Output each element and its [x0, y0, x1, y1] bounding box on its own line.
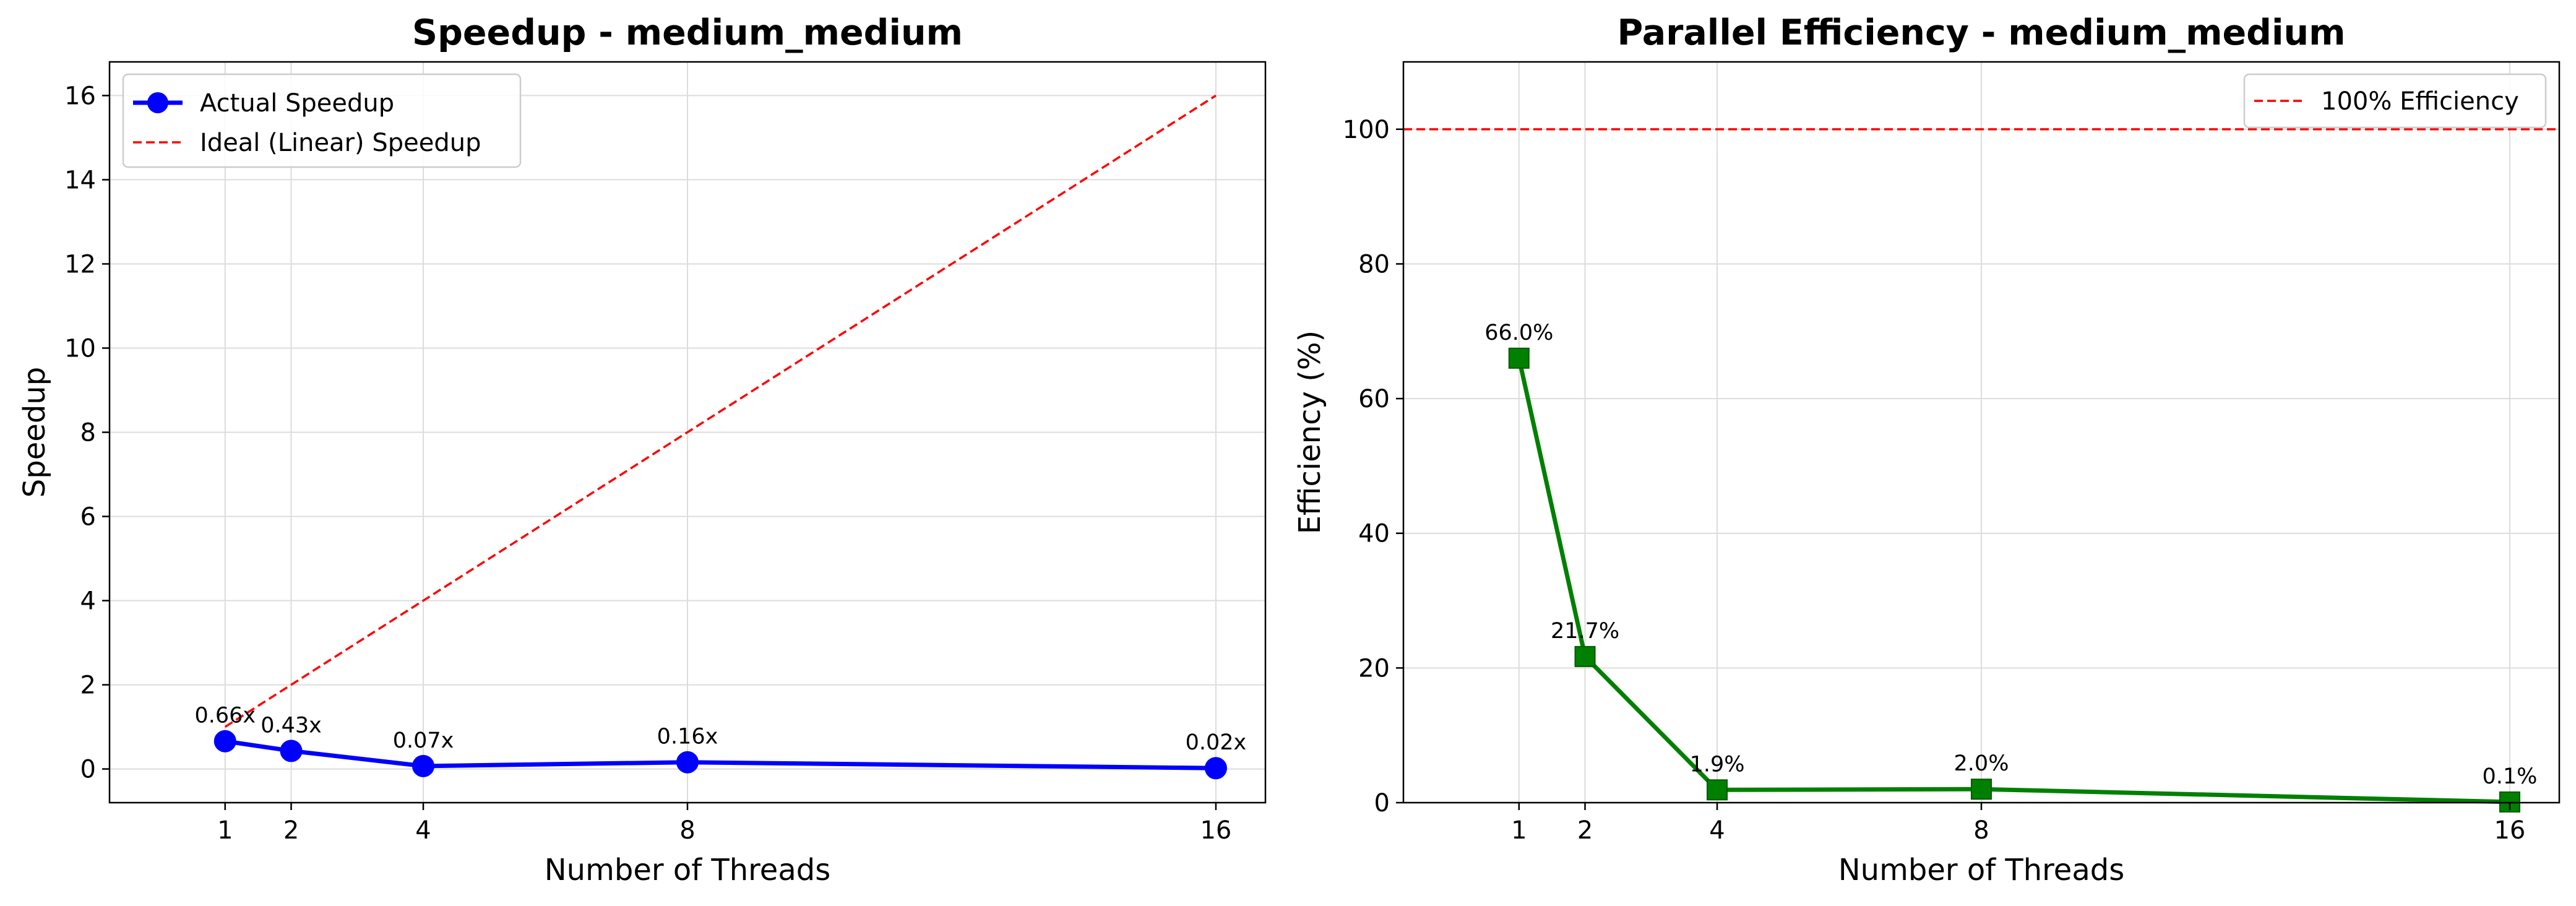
data-point: [1204, 757, 1227, 780]
data-point: [412, 754, 435, 777]
legend-label: Actual Speedup: [200, 89, 394, 118]
x-axis-label: Number of Threads: [1838, 853, 2124, 887]
data-point: [676, 751, 699, 774]
series-line: [224, 94, 1217, 728]
legend-label: 100% Efficiency: [2321, 87, 2519, 116]
chart-title: Parallel Efficiency - medium_medium: [1618, 12, 2346, 53]
x-tick-label: 4: [415, 816, 431, 845]
x-tick-label: 8: [1973, 816, 1989, 845]
data-label: 2.0%: [1954, 751, 2009, 776]
y-tick-label: 100: [1343, 116, 1390, 144]
data-label: 0.02x: [1186, 730, 1247, 755]
data-point: [280, 740, 303, 762]
data-point: [1971, 779, 1992, 800]
legend-label: Ideal (Linear) Speedup: [200, 129, 481, 157]
data-label: 0.07x: [393, 728, 454, 753]
y-tick-label: 8: [80, 419, 96, 447]
chart-panel-2: Parallel Efficiency - medium_medium 66.0%…: [1293, 12, 2561, 887]
y-tick-label: 14: [64, 166, 96, 194]
y-tick-label: 60: [1358, 385, 1390, 413]
data-point: [213, 730, 236, 753]
x-tick-label: 16: [2494, 816, 2525, 845]
y-tick-label: 20: [1358, 654, 1390, 683]
x-tick-label: 2: [283, 816, 299, 845]
y-tick-label: 10: [64, 334, 96, 363]
series-actual-speedup: 0.66x 0.43x 0.07x 0.16x 0.02x: [194, 704, 1247, 780]
legend-box: [122, 73, 522, 168]
y-tick-label: 40: [1358, 520, 1390, 548]
x-tick-label: 4: [1709, 816, 1725, 845]
y-tick-label: 16: [64, 82, 96, 110]
x-tick-label: 8: [679, 816, 695, 845]
y-tick-label: 0: [1374, 789, 1390, 818]
data-label: 0.16x: [657, 725, 718, 749]
grid-lines: [1403, 62, 2559, 803]
y-tick-label: 80: [1358, 250, 1390, 278]
chart-title: Speedup - medium_medium: [412, 12, 963, 53]
legend: 100% Efficiency: [2243, 73, 2547, 129]
series-ideal-linear-speedup: [224, 94, 1217, 728]
x-tick-label: 2: [1577, 816, 1593, 845]
data-label: 0.66x: [194, 704, 256, 728]
x-tick-label: 1: [217, 816, 233, 845]
data-point: [1508, 347, 1530, 369]
series-line: [225, 739, 1216, 770]
data-label: 0.1%: [2482, 764, 2537, 789]
y-tick-label: 4: [80, 587, 96, 616]
data-label: 21.7%: [1551, 619, 1619, 644]
y-tick-label: 2: [80, 671, 96, 700]
y-axis-label: Efficiency (%): [1293, 330, 1327, 535]
x-axis-label: Number of Threads: [545, 853, 830, 887]
data-label: 0.43x: [261, 713, 322, 738]
legend-swatch-marker: [147, 92, 168, 113]
series-efficiency: 66.0% 21.7% 1.9% 2.0% 0.1%: [1484, 321, 2537, 813]
data-label: 66.0%: [1484, 321, 1553, 345]
data-label: 1.9%: [1690, 752, 1745, 777]
data-point: [1574, 645, 1596, 667]
y-tick-label: 12: [64, 250, 96, 278]
data-point: [1707, 779, 1728, 801]
x-tick-label: 1: [1511, 816, 1527, 845]
y-tick-label: 6: [80, 503, 96, 532]
y-tick-label: 0: [80, 756, 96, 784]
y-axis-label: Speedup: [17, 367, 52, 498]
legend-box: [2243, 73, 2547, 129]
series-line: [1517, 358, 2510, 805]
legend: Actual Speedup Ideal (Linear) Speedup: [122, 73, 522, 168]
x-tick-label: 16: [1200, 816, 1231, 845]
